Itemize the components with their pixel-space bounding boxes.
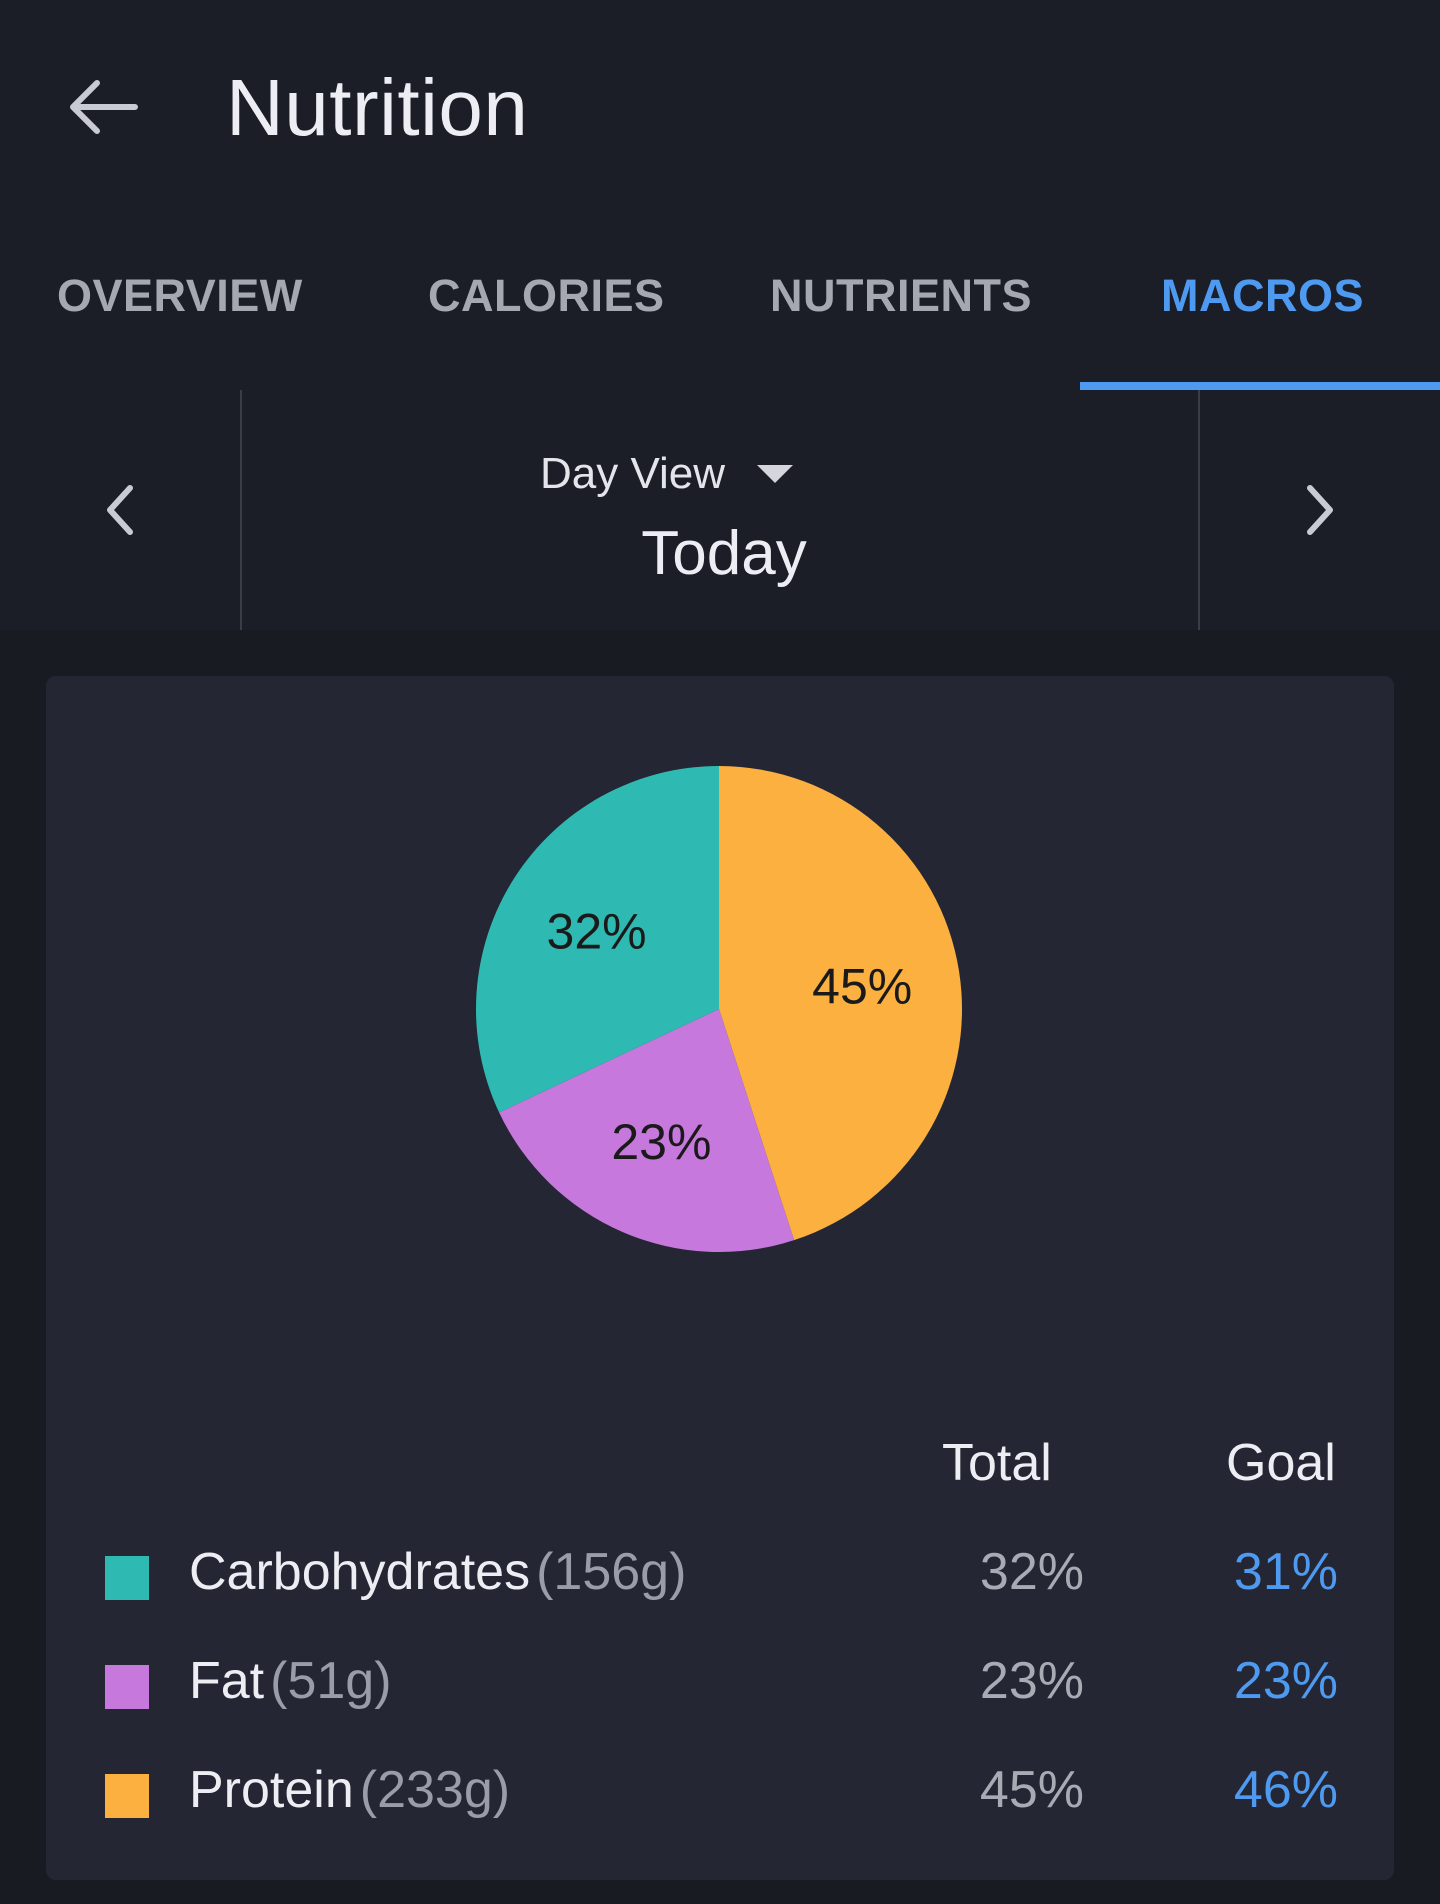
tab-bar: OVERVIEW CALORIES NUTRIENTS MACROS [0,240,1440,390]
pie-label-fat: 23% [611,1114,711,1170]
pie-slice-fat [499,1009,795,1252]
macros-pie-chart: 45% 23% 32% [476,766,962,1252]
tab-macros[interactable]: MACROS [1161,270,1364,321]
macro-goal: 46% [1233,1761,1338,1819]
pie-label-protein: 45% [812,958,912,1014]
pie-slice-protein [719,766,962,1241]
view-label: Day View [540,449,726,498]
divider [240,390,242,630]
macro-name: Carbohydrates [189,1543,531,1601]
protein-color-swatch [105,1774,149,1818]
view-dropdown[interactable]: Day View [540,444,795,504]
tab-calories[interactable]: CALORIES [428,270,665,321]
chevron-right-icon [1307,485,1333,535]
date-navigator: Day View Today [0,390,1440,630]
macros-card: 45% 23% 32% Total Goal Carbohydrates (156g)… [46,676,1394,1880]
macro-amount: (156g) [536,1543,687,1601]
macro-name-label: Fat (51g) [189,1651,392,1711]
macro-row-protein: Protein (233g) 45% 46% [46,1754,1394,1834]
macro-name-label: Carbohydrates (156g) [189,1542,686,1602]
macro-name-label: Protein (233g) [189,1760,510,1820]
carbohydrates-color-swatch [105,1556,149,1600]
macro-name: Protein [189,1761,354,1819]
macro-total: 32% [979,1543,1084,1601]
date-label: Today [641,519,807,588]
total-column-header: Total [942,1434,1052,1492]
next-day-button[interactable] [1280,470,1360,550]
pie-slice-carbohydrates [476,766,719,1113]
macro-amount: (233g) [359,1761,511,1819]
back-button[interactable] [60,68,150,146]
fat-color-swatch [105,1665,149,1709]
caret-down-icon [757,465,794,483]
macro-row-carbohydrates: Carbohydrates (156g) 32% 31% [46,1536,1394,1616]
tab-overview[interactable]: OVERVIEW [57,270,303,321]
macro-row-fat: Fat (51g) 23% 23% [46,1645,1394,1725]
macro-total: 45% [979,1761,1084,1819]
chevron-left-icon [107,485,133,535]
app-bar: Nutrition [0,0,1440,215]
pie-label-carbohydrates: 32% [547,903,647,959]
macro-name: Fat [189,1652,265,1710]
active-tab-indicator [1080,382,1440,390]
previous-day-button[interactable] [80,470,160,550]
macro-goal: 23% [1233,1652,1338,1710]
page-title: Nutrition [226,63,529,152]
arrow-left-icon [70,80,138,134]
macro-amount: (51g) [270,1652,392,1710]
tab-nutrients[interactable]: NUTRIENTS [770,270,1032,321]
divider [1198,390,1200,630]
macro-total: 23% [979,1652,1084,1710]
macro-goal: 31% [1233,1543,1338,1601]
goal-column-header: Goal [1226,1434,1336,1492]
